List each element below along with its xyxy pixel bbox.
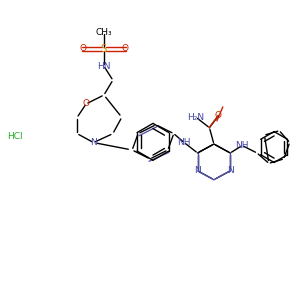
Text: NH: NH: [177, 138, 191, 147]
Text: N: N: [194, 166, 201, 175]
Text: N: N: [90, 138, 97, 147]
Text: O: O: [215, 111, 222, 120]
Text: HCl: HCl: [7, 132, 22, 141]
Text: O: O: [121, 44, 128, 53]
Text: N: N: [227, 166, 234, 175]
Text: O: O: [80, 44, 87, 53]
Text: H₂N: H₂N: [188, 113, 205, 122]
Text: HN: HN: [97, 62, 111, 71]
Text: NH: NH: [236, 141, 249, 150]
Text: S: S: [101, 44, 107, 54]
Text: CH₃: CH₃: [96, 28, 112, 37]
Text: O: O: [82, 99, 90, 108]
